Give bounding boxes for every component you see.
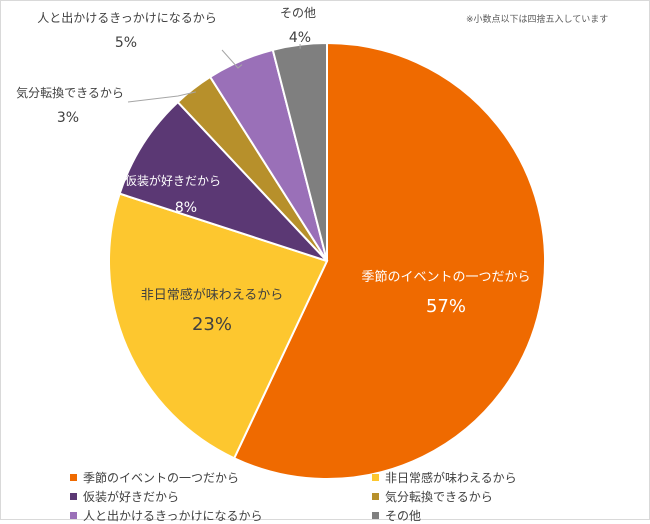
legend-swatch bbox=[372, 512, 379, 519]
legend-item-5: 人と出かけるきっかけになるから bbox=[70, 507, 263, 524]
slice-value-5: 5% bbox=[115, 35, 137, 51]
slice-value-2: 23% bbox=[192, 314, 232, 335]
slice-label-3: 仮装が好きだから bbox=[125, 173, 221, 188]
legend-item-2: 非日常感が味わえるから bbox=[372, 469, 517, 486]
slice-label-6: その他 bbox=[280, 6, 316, 20]
slice-value-3: 8% bbox=[175, 200, 197, 216]
legend-item-6: その他 bbox=[372, 507, 421, 524]
legend-swatch bbox=[70, 474, 77, 481]
legend-label: その他 bbox=[385, 507, 421, 524]
slice-value-1: 57% bbox=[426, 296, 466, 317]
slice-label-5: 人と出かけるきっかけになるから bbox=[37, 11, 217, 25]
legend-swatch bbox=[70, 512, 77, 519]
slice-label-4: 気分転換できるから bbox=[16, 85, 124, 100]
legend-label: 仮装が好きだから bbox=[83, 488, 179, 505]
legend-label: 気分転換できるから bbox=[385, 488, 493, 505]
slice-value-6: 4% bbox=[289, 30, 311, 46]
legend-label: 非日常感が味わえるから bbox=[385, 469, 517, 486]
slice-label-1: 季節のイベントの一つだから bbox=[361, 270, 530, 285]
slice-label-2: 非日常感が味わえるから bbox=[141, 287, 284, 303]
legend-label: 人と出かけるきっかけになるから bbox=[83, 507, 263, 524]
legend-label: 季節のイベントの一つだから bbox=[83, 469, 239, 486]
legend-item-3: 仮装が好きだから bbox=[70, 488, 179, 505]
legend-swatch bbox=[372, 474, 379, 481]
legend-swatch bbox=[70, 493, 77, 500]
legend-swatch bbox=[372, 493, 379, 500]
legend-item-1: 季節のイベントの一つだから bbox=[70, 469, 239, 486]
slice-value-4: 3% bbox=[57, 110, 79, 126]
rounding-note: ※小数点以下は四捨五入しています bbox=[466, 12, 608, 25]
legend-item-4: 気分転換できるから bbox=[372, 488, 493, 505]
